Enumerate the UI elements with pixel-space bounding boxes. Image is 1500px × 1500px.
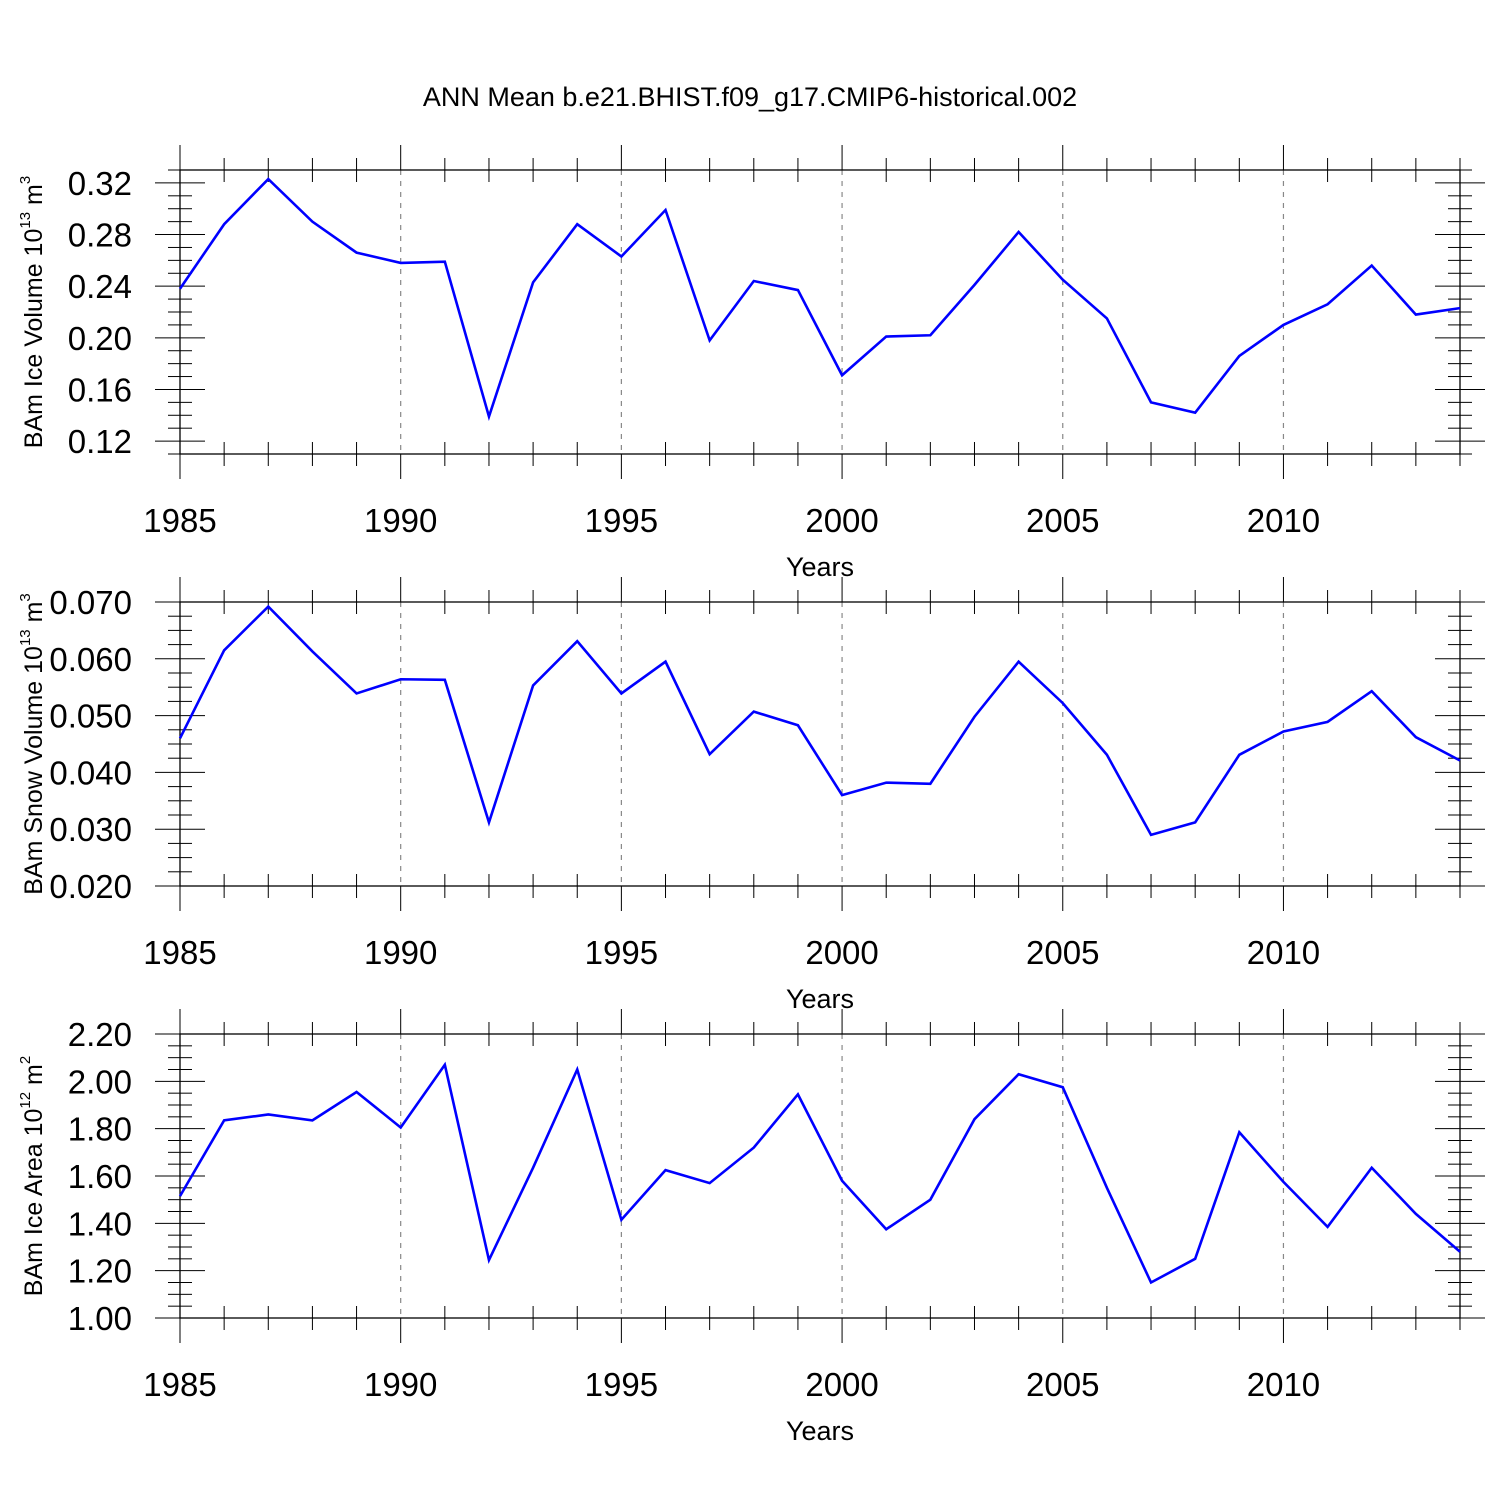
y-tick-label: 0.040 [49,754,132,791]
y-tick-label: 0.020 [49,868,132,905]
x-tick-label: 2000 [805,934,878,971]
x-axis-label: Years [786,552,854,582]
x-tick-label: 2010 [1247,934,1320,971]
y-axis-label-text: BAm Snow Volume 10 [20,646,48,895]
y-axis-label: BAm Ice Volume 1013 m3 [17,176,48,448]
data-series-line [178,604,1461,837]
x-tick-label: 2005 [1026,502,1099,539]
y-axis-label-text: BAm Ice Area 10 [20,1109,48,1297]
plot-frame [179,1033,1461,1319]
x-axis-label: Years [786,984,854,1014]
y-tick-label: 0.24 [68,268,132,305]
y-tick-label: 0.20 [68,320,132,357]
y-axis-label-exponent: 13 [17,629,34,646]
y-tick-label: 0.12 [68,423,132,460]
y-axis-label-exponent: 12 [17,1092,34,1109]
y-axis-label-unit: m [20,602,48,623]
y-axis-label-text: BAm Ice Volume 10 [20,229,48,449]
x-axis-label: Years [786,1416,854,1446]
x-tick-label: 1985 [143,1366,216,1403]
data-series-line [178,177,1461,421]
y-axis-label-unit-exponent: 2 [17,1056,34,1064]
y-axis-label-exponent: 13 [17,212,34,229]
y-tick-label: 1.40 [68,1205,132,1242]
x-tick-label: 2005 [1026,1366,1099,1403]
chart-panel-1: 1985 1990 1995 2000 2005 2010 0.12 0.16 0.20 0.24… [17,145,1485,582]
x-tick-label: 1995 [585,502,658,539]
chart-panel-2: 1985 1990 1995 2000 2005 2010 0.020 0.030 0.040 0… [17,577,1485,1014]
plot-frame [179,601,1461,887]
y-axis-label-space [20,205,48,212]
x-tick-label: 1990 [364,934,437,971]
y-tick-label: 0.32 [68,165,132,202]
y-tick-label: 0.070 [49,584,132,621]
y-axis-label-space [20,1085,48,1092]
y-axis-label-unit: m [20,184,48,205]
x-tick-label: 1990 [364,502,437,539]
x-tick-label: 2010 [1247,1366,1320,1403]
x-tick-label: 1995 [585,934,658,971]
x-tick-label: 2000 [805,1366,878,1403]
x-tick-label: 1990 [364,1366,437,1403]
y-tick-label: 2.20 [68,1016,132,1053]
chart-panel-3: 1985 1990 1995 2000 2005 2010 1.00 1.20 1.40 1.60… [17,1009,1485,1446]
x-tick-label: 2000 [805,502,878,539]
y-tick-label: 0.030 [49,811,132,848]
y-axis-label: BAm Ice Area 1012 m2 [17,1056,48,1296]
y-tick-label: 2.00 [68,1063,132,1100]
y-tick-label: 1.20 [68,1253,132,1290]
y-tick-label: 0.060 [49,641,132,678]
y-axis-label-unit-exponent: 3 [17,593,34,601]
chart-title: ANN Mean b.e21.BHIST.f09_g17.CMIP6-histo… [423,82,1077,112]
x-tick-label: 1985 [143,934,216,971]
y-tick-label: 1.00 [68,1300,132,1337]
y-axis-label-unit: m [20,1064,48,1085]
plot-frame [179,169,1461,455]
x-tick-label: 2005 [1026,934,1099,971]
y-axis-label: BAm Snow Volume 1013 m3 [17,593,48,895]
y-tick-label: 0.050 [49,698,132,735]
data-series-line [178,1061,1461,1285]
x-tick-label: 1985 [143,502,216,539]
y-tick-label: 1.60 [68,1158,132,1195]
y-axis-label-unit-exponent: 3 [17,176,34,184]
x-tick-label: 1995 [585,1366,658,1403]
y-tick-label: 0.28 [68,217,132,254]
y-axis-label-space [20,622,48,629]
y-tick-label: 0.16 [68,371,132,408]
chart-panels: 1985 1990 1995 2000 2005 2010 0.12 0.16 0.20 0.24… [17,145,1485,1446]
x-tick-label: 2010 [1247,502,1320,539]
y-tick-label: 1.80 [68,1111,132,1148]
